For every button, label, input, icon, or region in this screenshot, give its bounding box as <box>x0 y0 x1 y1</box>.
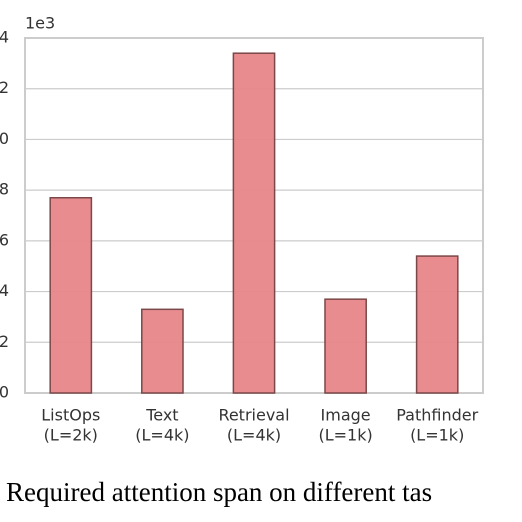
bar <box>324 298 367 394</box>
bar <box>141 308 184 394</box>
y-tick-label: 0.2 <box>0 332 9 351</box>
x-tick-label: (L=4k) <box>227 426 281 445</box>
x-tick-label: Text <box>145 406 178 425</box>
bar <box>232 52 276 394</box>
x-tick-label: Retrieval <box>218 406 289 425</box>
x-tick-label: Pathfinder <box>396 406 478 425</box>
bar <box>49 197 93 394</box>
x-tick-label: (L=1k) <box>410 426 464 445</box>
offset-label: 1e3 <box>25 14 55 33</box>
y-tick-label: 0.4 <box>0 281 9 300</box>
bar <box>415 255 459 394</box>
y-tick-label: 1.2 <box>0 78 9 97</box>
y-tick-label: 0.6 <box>0 230 9 249</box>
x-tick-label: ListOps <box>41 406 100 425</box>
x-tick-label: (L=2k) <box>44 426 98 445</box>
y-tick-label: 1.4 <box>0 28 9 47</box>
y-tick-label: 0.0 <box>0 383 9 402</box>
x-tick-label: Image <box>321 406 371 425</box>
x-tick-label: (L=1k) <box>318 426 372 445</box>
y-tick-label: 1.0 <box>0 129 9 148</box>
x-tick-label: (L=4k) <box>135 426 189 445</box>
y-tick-label: 0.8 <box>0 180 9 199</box>
caption: Required attention span on different tas <box>6 477 432 507</box>
